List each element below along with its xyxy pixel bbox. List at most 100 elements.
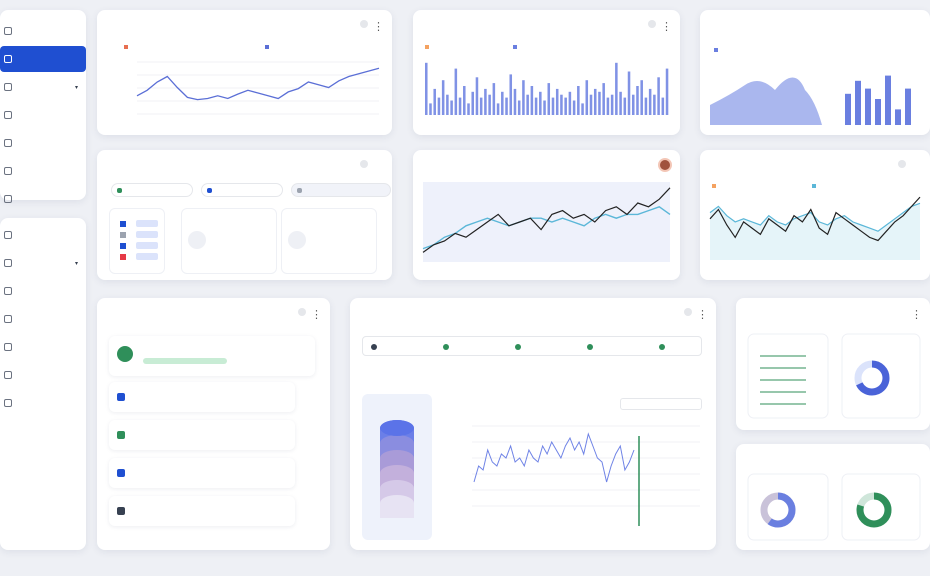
tab-2[interactable]	[291, 183, 391, 197]
tab-4[interactable]	[657, 340, 669, 354]
tab-icon	[443, 344, 449, 350]
sidebar-item-4[interactable]	[0, 334, 86, 360]
row-icon	[117, 393, 125, 401]
avatar[interactable]	[658, 158, 672, 172]
list-dot	[120, 221, 126, 227]
settings-icon	[4, 83, 12, 91]
bar	[543, 100, 546, 115]
performance-card: ⋮	[736, 298, 930, 430]
area-shape	[710, 77, 822, 125]
bar	[560, 94, 563, 115]
sidebar-item-3[interactable]	[0, 306, 86, 332]
bar-chart	[425, 45, 669, 115]
folder-icon	[4, 139, 12, 147]
series-line	[473, 432, 635, 483]
bar	[619, 91, 622, 115]
panel	[747, 473, 829, 541]
stat-icon	[288, 231, 306, 249]
bar	[589, 94, 593, 115]
sidebar-item-5[interactable]	[0, 158, 86, 184]
bar	[615, 62, 618, 115]
bar	[644, 97, 648, 115]
project-card	[97, 150, 392, 280]
mail-icon	[4, 399, 12, 407]
panel	[841, 333, 921, 419]
more-icon[interactable]: ⋮	[311, 308, 322, 321]
summary-row[interactable]	[109, 458, 295, 488]
tab-1[interactable]	[201, 183, 283, 197]
legend-swatch	[712, 184, 716, 188]
bar	[610, 94, 614, 115]
sidebar-item-1[interactable]: ▾	[0, 250, 86, 276]
summary-row[interactable]	[109, 420, 295, 450]
tab-1[interactable]	[441, 340, 453, 354]
sidebar-item-0[interactable]	[0, 18, 86, 44]
tab-icon	[515, 344, 521, 350]
sidebar-item-2[interactable]	[0, 278, 86, 304]
bar	[593, 88, 597, 115]
tab-0[interactable]	[111, 183, 193, 197]
area-bar-card	[700, 10, 930, 135]
chevron-down-icon: ▾	[74, 84, 78, 91]
more-icon[interactable]: ⋮	[911, 308, 922, 321]
list-dot	[120, 254, 126, 260]
summary-card: ⋮	[97, 298, 330, 550]
status-dot	[360, 20, 368, 28]
page-icon	[4, 167, 12, 175]
bar	[450, 100, 453, 115]
sidebar-top: ▾	[0, 10, 86, 203]
area-bar-chart	[710, 48, 911, 125]
check-icon	[117, 346, 133, 362]
layers-icon	[4, 315, 12, 323]
more-icon[interactable]: ⋮	[373, 20, 384, 33]
productions-card	[736, 444, 930, 550]
legend-swatch	[425, 45, 429, 49]
mini-list	[109, 208, 165, 274]
tab-2[interactable]	[513, 340, 525, 354]
sidebar-item-4[interactable]	[0, 130, 86, 156]
bar	[627, 71, 631, 115]
list-value	[136, 231, 158, 238]
sidebar-item-5[interactable]	[0, 362, 86, 388]
period-dropdown[interactable]	[620, 398, 702, 410]
sidebar-item-6[interactable]	[0, 186, 86, 212]
doc-icon	[4, 111, 12, 119]
more-icon[interactable]: ⋮	[661, 20, 672, 33]
status-dot	[684, 308, 692, 316]
summary-row[interactable]	[109, 496, 295, 526]
sidebar-item-1[interactable]	[0, 46, 86, 72]
bar	[564, 97, 567, 115]
legend-swatch	[124, 45, 128, 49]
line-trend-card	[413, 150, 680, 280]
sidebar-item-2[interactable]: ▾	[0, 74, 86, 100]
list-value	[136, 253, 158, 260]
tab-3[interactable]	[585, 340, 597, 354]
bar	[657, 77, 660, 115]
bar	[437, 97, 441, 115]
sidebar-item-3[interactable]	[0, 102, 86, 128]
bar	[555, 88, 559, 115]
stack-layer	[380, 503, 414, 518]
top-stat-row	[109, 336, 315, 376]
progress-bar	[143, 358, 227, 364]
stat-icon	[188, 231, 206, 249]
bar	[598, 91, 601, 115]
sidebar-item-6[interactable]	[0, 390, 86, 416]
panel	[747, 333, 829, 419]
tab-0[interactable]	[369, 340, 381, 354]
stat-panel	[281, 208, 377, 274]
summary-row[interactable]	[109, 382, 295, 412]
bar	[522, 80, 525, 115]
row-icon	[117, 507, 125, 515]
legend-swatch	[265, 45, 269, 49]
bar	[905, 88, 911, 125]
sidebar-item-0[interactable]	[0, 222, 86, 248]
more-icon[interactable]: ⋮	[697, 308, 708, 321]
bar	[572, 100, 576, 115]
list-dot	[120, 232, 126, 238]
bar	[467, 103, 470, 115]
area-fill	[710, 203, 920, 260]
line-chart	[124, 45, 380, 115]
bar	[568, 91, 572, 115]
status-dot	[360, 160, 368, 168]
